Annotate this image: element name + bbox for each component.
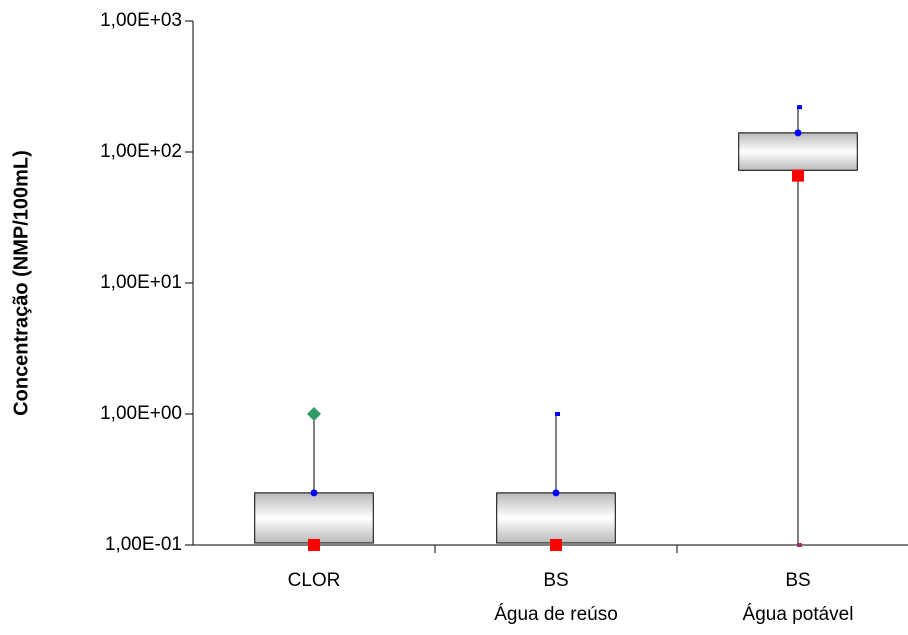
marker [550, 539, 562, 551]
marker [552, 489, 560, 497]
y-axis-label: Concentração (NMP/100mL) [10, 150, 32, 416]
y-tick-label: 1,00E+03 [100, 10, 182, 31]
marker [555, 412, 560, 416]
x-tick-label: Água potável [743, 604, 854, 625]
marker [310, 489, 318, 497]
marker [308, 539, 320, 551]
x-tick-label: BS [785, 570, 810, 591]
marker [794, 129, 802, 137]
x-tick-label: CLOR [288, 570, 341, 591]
box [738, 132, 858, 171]
marker [797, 105, 802, 110]
marker [792, 169, 804, 182]
y-tick-label: 1,00E-01 [105, 534, 182, 555]
x-tick-label: BS [543, 570, 568, 591]
y-tick-label: 1,00E+00 [100, 403, 182, 424]
y-tick-label: 1,00E+02 [100, 141, 182, 162]
box [496, 492, 616, 544]
marker [797, 543, 802, 547]
box [254, 492, 374, 544]
x-tick-label: Água de reúso [494, 604, 618, 625]
y-tick-label: 1,00E+01 [100, 272, 182, 293]
marker [307, 407, 321, 421]
